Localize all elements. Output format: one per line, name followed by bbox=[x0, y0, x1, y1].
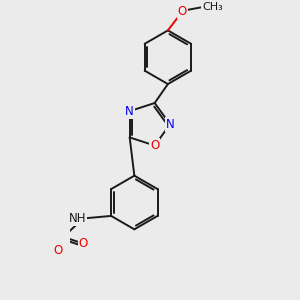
Text: CH₃: CH₃ bbox=[202, 2, 223, 12]
Text: O: O bbox=[178, 5, 187, 18]
Text: O: O bbox=[79, 237, 88, 250]
Text: N: N bbox=[125, 105, 134, 118]
Text: O: O bbox=[150, 139, 159, 152]
Text: NH: NH bbox=[69, 212, 86, 225]
Text: N: N bbox=[166, 118, 175, 131]
Text: O: O bbox=[54, 244, 63, 257]
